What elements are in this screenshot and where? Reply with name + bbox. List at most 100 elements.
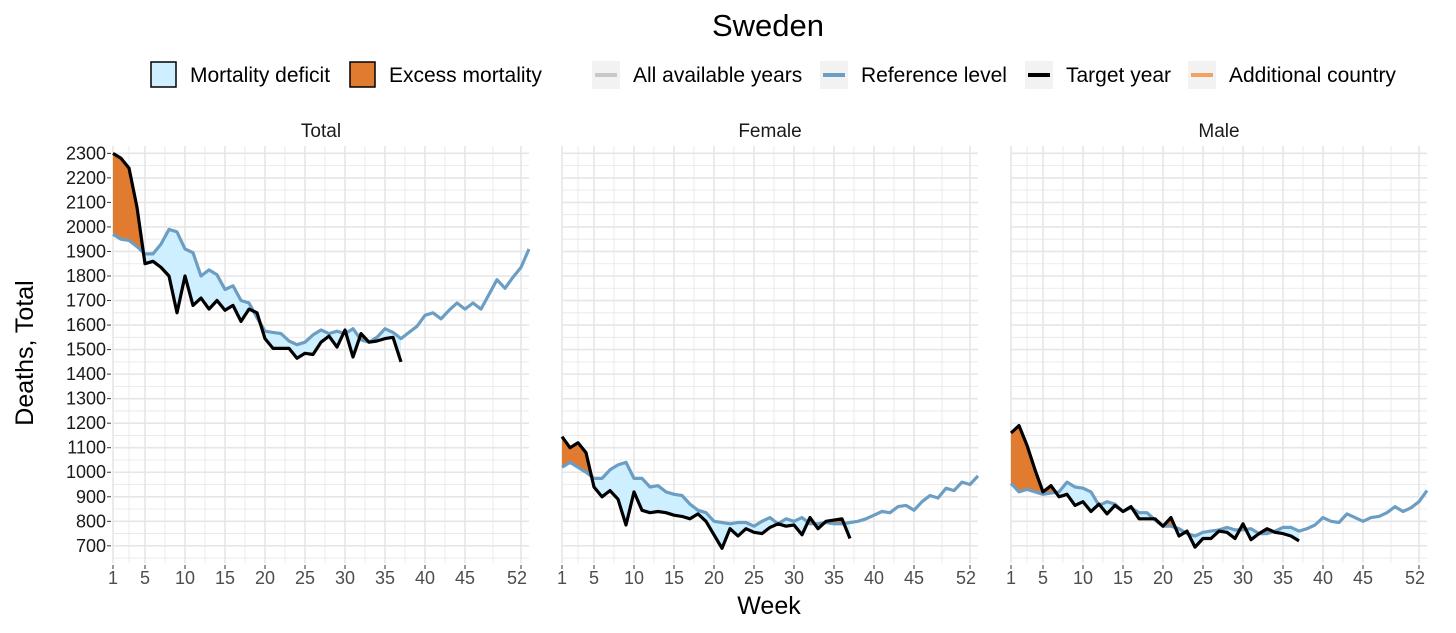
panel-title: Female: [738, 121, 801, 142]
y-tick-label: 1000: [66, 462, 106, 482]
x-tick-label: 15: [1113, 568, 1133, 588]
legend-label: All available years: [633, 64, 802, 87]
x-tick-label: 20: [1153, 568, 1173, 588]
legend-label: Mortality deficit: [190, 64, 330, 87]
excess-area: [1011, 425, 1019, 492]
panel-title: Total: [301, 121, 341, 142]
legend-label: Target year: [1066, 64, 1171, 87]
x-tick-label: 1: [108, 568, 118, 588]
deficit-area: [1075, 487, 1083, 506]
deficit-area: [666, 491, 674, 516]
deficit-area: [658, 485, 666, 513]
deficit-area: [714, 521, 722, 549]
y-tick-label: 1700: [66, 291, 106, 311]
x-tick-label: 25: [744, 568, 764, 588]
y-tick-label: 1800: [66, 266, 106, 286]
deficit-area: [313, 330, 321, 355]
deficit-area: [305, 334, 313, 355]
legend-swatch: [349, 61, 376, 88]
reference-level-line: [561, 460, 980, 528]
x-tick-label: 1: [1006, 568, 1016, 588]
excess-area: [578, 442, 586, 473]
y-tick-label: 700: [76, 536, 106, 556]
legend-item-target-year: Target year: [1025, 61, 1171, 89]
x-tick-label: 35: [824, 568, 844, 588]
x-tick-label: 52: [956, 568, 976, 588]
x-tick-label: 1: [557, 568, 567, 588]
excess-area: [562, 436, 570, 468]
x-tick-label: 25: [295, 568, 315, 588]
excess-area: [113, 153, 121, 240]
y-tick-label: 1200: [66, 413, 106, 433]
x-tick-label: 35: [375, 568, 395, 588]
deficit-area: [177, 231, 185, 313]
gridlines: [112, 146, 529, 563]
target-year-line: [560, 435, 852, 550]
excess-area: [570, 442, 578, 468]
x-tick-label: 35: [1273, 568, 1293, 588]
gridlines: [561, 146, 978, 563]
deficit-area: [1083, 488, 1091, 512]
target-year-line: [1009, 424, 1300, 549]
panel-title: Male: [1198, 121, 1239, 142]
deficit-area: [674, 494, 682, 517]
x-tick-label: 40: [864, 568, 884, 588]
x-axis-ticks: 1 5 10 15 20 25 30 35 40 45 52: [1006, 565, 1425, 588]
x-axis-ticks: 1 5 10 15 20 25 30 35 40 45 52: [557, 565, 976, 588]
deficit-area: [1067, 482, 1075, 506]
deficit-area: [209, 269, 217, 310]
legend-swatch: [150, 61, 177, 88]
difference-areas: [1011, 425, 1299, 548]
y-tick-label: 1400: [66, 364, 106, 384]
excess-area: [121, 158, 129, 241]
x-tick-label: 20: [704, 568, 724, 588]
x-axis-label: Week: [737, 592, 801, 620]
y-tick-label: 1100: [67, 438, 106, 458]
x-tick-label: 52: [1405, 568, 1425, 588]
target-year-line: [112, 152, 403, 363]
deficit-area: [650, 485, 658, 513]
y-tick-label: 2000: [66, 217, 106, 237]
x-tick-label: 45: [1353, 568, 1373, 588]
x-tick-label: 15: [664, 568, 684, 588]
legend: Mortality deficit Excess mortality All ava…: [150, 61, 1396, 89]
legend-item-additional-country: Additional country: [1188, 61, 1396, 89]
legend-item-mortality-deficit: Mortality deficit: [150, 61, 330, 88]
legend-label: Reference level: [861, 64, 1007, 87]
y-tick-label: 900: [76, 487, 106, 507]
x-tick-label: 52: [507, 568, 527, 588]
x-tick-label: 40: [1313, 568, 1333, 588]
y-tick-label: 2300: [66, 143, 106, 163]
y-tick-label: 2200: [66, 168, 106, 188]
x-tick-label: 5: [1038, 568, 1048, 588]
y-tick-label: 800: [76, 511, 106, 531]
difference-areas: [113, 153, 401, 362]
x-axis-ticks: 1 5 10 15 20 25 30 35 40 45 52: [108, 565, 527, 588]
deficit-area: [193, 252, 201, 306]
deficit-area: [273, 332, 281, 349]
x-tick-label: 45: [904, 568, 924, 588]
x-tick-label: 20: [255, 568, 275, 588]
chart-title: Sweden: [712, 8, 824, 43]
y-axis-ticks: 700 800 900 1000 1100 1200 1300 1400 1500 1600 170…: [66, 143, 111, 556]
legend-item-all-available-years: All available years: [592, 61, 802, 89]
deficit-area: [626, 462, 634, 525]
deficit-area: [618, 462, 626, 525]
excess-area: [129, 168, 137, 247]
x-tick-label: 10: [175, 568, 195, 588]
y-tick-label: 1600: [66, 315, 106, 335]
excess-area: [1027, 445, 1035, 492]
legend-item-reference-level: Reference level: [820, 61, 1007, 89]
y-tick-label: 1500: [66, 340, 106, 360]
x-tick-label: 30: [335, 568, 355, 588]
legend-label: Additional country: [1229, 64, 1396, 87]
gridlines: [1010, 146, 1427, 563]
x-tick-label: 30: [1233, 568, 1253, 588]
reference-level-line: [112, 227, 531, 347]
